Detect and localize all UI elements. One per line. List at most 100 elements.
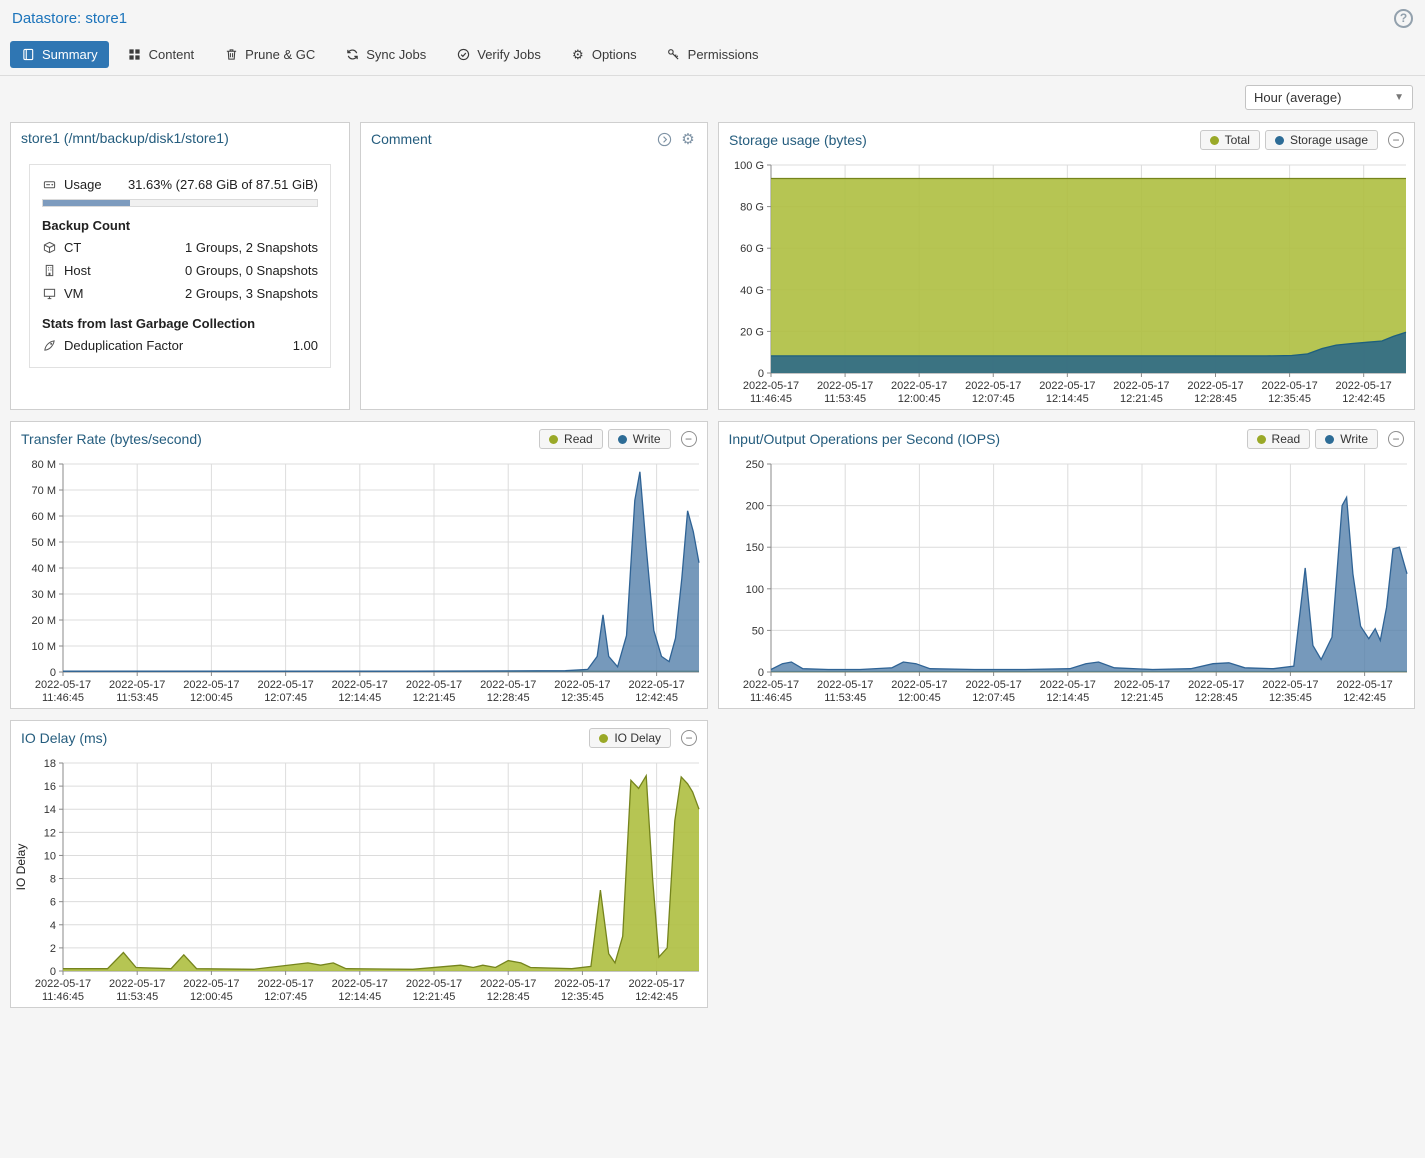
rocket-icon: [42, 339, 56, 353]
backup-count-row: Host0 Groups, 0 Snapshots: [42, 259, 318, 282]
tab-sync-jobs[interactable]: Sync Jobs: [334, 41, 437, 68]
collapse-icon[interactable]: −: [681, 730, 697, 746]
gc-stats-heading: Stats from last Garbage Collection: [42, 316, 318, 331]
svg-text:50: 50: [751, 625, 763, 637]
legend-write[interactable]: Write: [1315, 429, 1378, 449]
svg-text:18: 18: [44, 758, 56, 770]
usage-progress-bar: [42, 199, 318, 207]
sync-icon: [345, 48, 359, 62]
collapse-icon[interactable]: −: [1388, 132, 1404, 148]
iops-title: Input/Output Operations per Second (IOPS…: [729, 431, 1001, 447]
svg-text:12:42:45: 12:42:45: [635, 692, 678, 704]
svg-text:2022-05-17: 2022-05-17: [480, 679, 536, 691]
expand-icon[interactable]: [655, 130, 673, 148]
legend-total[interactable]: Total: [1200, 130, 1260, 150]
svg-text:0: 0: [50, 966, 56, 978]
grid-icon: [128, 48, 142, 62]
svg-text:40 G: 40 G: [740, 285, 764, 297]
gear-icon: ⚙: [571, 48, 585, 62]
svg-text:11:46:45: 11:46:45: [749, 692, 791, 704]
legend-label: Write: [1340, 432, 1368, 446]
svg-text:250: 250: [745, 459, 763, 471]
svg-text:12:28:45: 12:28:45: [1194, 393, 1237, 405]
svg-text:6: 6: [50, 897, 56, 909]
svg-text:2022-05-17: 2022-05-17: [35, 679, 91, 691]
datastore-title[interactable]: Datastore: store1: [12, 10, 127, 27]
legend-dot-icon: [1275, 136, 1284, 145]
svg-text:2022-05-17: 2022-05-17: [554, 978, 610, 990]
svg-text:12:21:45: 12:21:45: [1120, 393, 1163, 405]
svg-text:11:53:45: 11:53:45: [824, 393, 866, 405]
svg-text:2: 2: [50, 943, 56, 955]
svg-text:2022-05-17: 2022-05-17: [554, 679, 610, 691]
svg-text:0: 0: [757, 667, 763, 679]
svg-text:2022-05-17: 2022-05-17: [628, 978, 684, 990]
time-range-select[interactable]: Hour (average) ▼: [1245, 85, 1413, 110]
tab-prune-gc[interactable]: Prune & GC: [213, 41, 326, 68]
svg-text:150: 150: [745, 542, 763, 554]
svg-text:12:21:45: 12:21:45: [413, 692, 456, 704]
legend-read[interactable]: Read: [539, 429, 603, 449]
svg-text:12:00:45: 12:00:45: [190, 991, 233, 1003]
app-header: Datastore: store1 ?: [0, 0, 1425, 36]
legend-label: Write: [633, 432, 661, 446]
storage-usage-chart: 020 G40 G60 G80 G100 G2022-05-1711:46:45…: [719, 155, 1414, 409]
backup-count-heading: Backup Count: [42, 218, 318, 233]
svg-text:4: 4: [50, 920, 56, 932]
gear-icon[interactable]: ⚙: [679, 130, 697, 148]
svg-text:2022-05-17: 2022-05-17: [965, 679, 1021, 691]
content-area: store1 (/mnt/backup/disk1/store1) Usage …: [0, 114, 1425, 1018]
svg-text:12:14:45: 12:14:45: [338, 692, 381, 704]
collapse-icon[interactable]: −: [681, 431, 697, 447]
tab-label: Summary: [42, 47, 98, 62]
legend-read[interactable]: Read: [1247, 429, 1311, 449]
svg-text:12:28:45: 12:28:45: [487, 991, 530, 1003]
dedup-value: 1.00: [293, 338, 318, 353]
svg-text:100: 100: [745, 584, 763, 596]
legend-dot-icon: [1257, 435, 1266, 444]
svg-text:12:00:45: 12:00:45: [898, 393, 941, 405]
storage-usage-legend: Total Storage usage: [1195, 130, 1378, 150]
io-delay-title: IO Delay (ms): [21, 730, 107, 746]
svg-text:2022-05-17: 2022-05-17: [891, 679, 947, 691]
tab-options[interactable]: ⚙ Options: [560, 41, 648, 68]
legend-label: Read: [1272, 432, 1301, 446]
usage-card: Usage 31.63% (27.68 GiB of 87.51 GiB) Ba…: [29, 164, 331, 368]
storage-usage-panel: Storage usage (bytes) TotalStorage usage…: [718, 122, 1415, 410]
svg-text:2022-05-17: 2022-05-17: [406, 978, 462, 990]
tab-label: Sync Jobs: [366, 47, 426, 62]
book-icon: [21, 48, 35, 62]
legend-dot-icon: [1210, 136, 1219, 145]
svg-text:2022-05-17: 2022-05-17: [1188, 679, 1244, 691]
svg-text:11:53:45: 11:53:45: [116, 692, 158, 704]
svg-text:12:42:45: 12:42:45: [1343, 692, 1386, 704]
comment-content[interactable]: [361, 153, 707, 373]
tab-verify-jobs[interactable]: Verify Jobs: [445, 41, 552, 68]
legend-io-delay[interactable]: IO Delay: [589, 728, 671, 748]
svg-text:2022-05-17: 2022-05-17: [1039, 679, 1095, 691]
svg-text:14: 14: [44, 804, 56, 816]
row-label: CT: [64, 240, 81, 255]
svg-text:IO Delay: IO Delay: [14, 844, 28, 891]
tab-content[interactable]: Content: [117, 41, 206, 68]
row-value: 0 Groups, 0 Snapshots: [185, 263, 318, 278]
svg-text:2022-05-17: 2022-05-17: [1336, 679, 1392, 691]
legend-label: Total: [1225, 133, 1250, 147]
trash-icon: [224, 48, 238, 62]
help-icon[interactable]: ?: [1394, 9, 1413, 28]
dedup-label: Deduplication Factor: [64, 338, 183, 353]
iops-panel: Input/Output Operations per Second (IOPS…: [718, 421, 1416, 709]
tab-label: Options: [592, 47, 637, 62]
key-icon: [667, 48, 681, 62]
svg-text:11:46:45: 11:46:45: [750, 393, 792, 405]
backup-count-row: VM2 Groups, 3 Snapshots: [42, 282, 318, 305]
legend-write[interactable]: Write: [608, 429, 671, 449]
tab-permissions[interactable]: Permissions: [656, 41, 770, 68]
disk-icon: [42, 178, 56, 192]
iops-legend: Read Write: [1242, 429, 1378, 449]
svg-text:60 G: 60 G: [740, 243, 764, 255]
svg-text:12:14:45: 12:14:45: [1046, 393, 1089, 405]
tab-summary[interactable]: Summary: [10, 41, 109, 68]
legend-storage-usage[interactable]: Storage usage: [1265, 130, 1378, 150]
collapse-icon[interactable]: −: [1388, 431, 1404, 447]
